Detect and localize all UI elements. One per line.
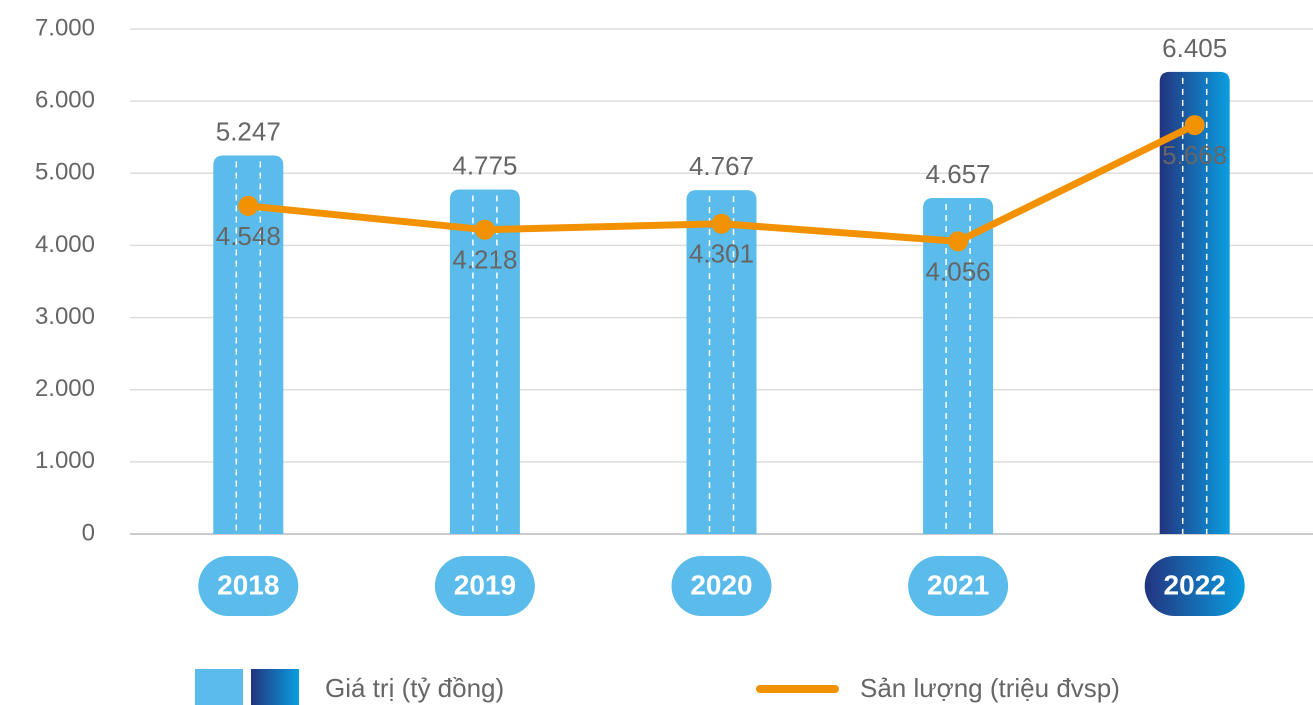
line-point (711, 213, 732, 234)
bar (686, 190, 757, 534)
bar-value-label: 4.767 (689, 151, 754, 181)
y-tick-label: 4.000 (35, 231, 95, 258)
line-value-label: 4.056 (926, 256, 991, 286)
y-tick-label: 6.000 (35, 86, 95, 113)
line-value-label: 4.548 (216, 221, 281, 251)
category-pill (434, 556, 535, 616)
x-tick-label: 2020 (690, 569, 752, 600)
bar (213, 155, 284, 534)
x-tick-label: 2021 (927, 569, 989, 600)
x-tick-label: 2022 (1164, 569, 1226, 600)
x-tick-label: 2018 (217, 569, 279, 600)
bar-value-label: 4.657 (926, 159, 991, 189)
category-pill (908, 556, 1009, 616)
line-point (948, 231, 969, 252)
line-value-label: 4.218 (452, 245, 517, 275)
y-tick-label: 7.000 (35, 14, 95, 41)
legend-swatch (251, 669, 299, 705)
y-tick-label: 3.000 (35, 303, 95, 330)
line-point (238, 195, 259, 216)
bar (449, 189, 520, 534)
line-value-label: 5.668 (1162, 140, 1227, 170)
line-value-label: 4.301 (689, 239, 754, 269)
x-tick-label: 2019 (454, 569, 516, 600)
y-tick-label: 0 (82, 519, 95, 546)
bar (1159, 71, 1230, 535)
legend-label: Sản lượng (triệu đvsp) (860, 673, 1120, 703)
bar-value-label: 5.247 (216, 116, 281, 146)
legend-swatch (195, 669, 243, 705)
y-tick-label: 2.000 (35, 375, 95, 402)
legend-label: Giá trị (tỷ đồng) (325, 673, 504, 703)
line-point (1184, 115, 1205, 136)
line-point (474, 219, 495, 240)
bar (923, 198, 994, 535)
bar-value-label: 6.405 (1162, 33, 1227, 63)
bar-value-label: 4.775 (452, 150, 517, 180)
y-tick-label: 1.000 (35, 447, 95, 474)
category-pill (671, 556, 772, 616)
y-tick-label: 5.000 (35, 159, 95, 186)
category-pill (198, 556, 299, 616)
category-pill (1144, 556, 1245, 616)
